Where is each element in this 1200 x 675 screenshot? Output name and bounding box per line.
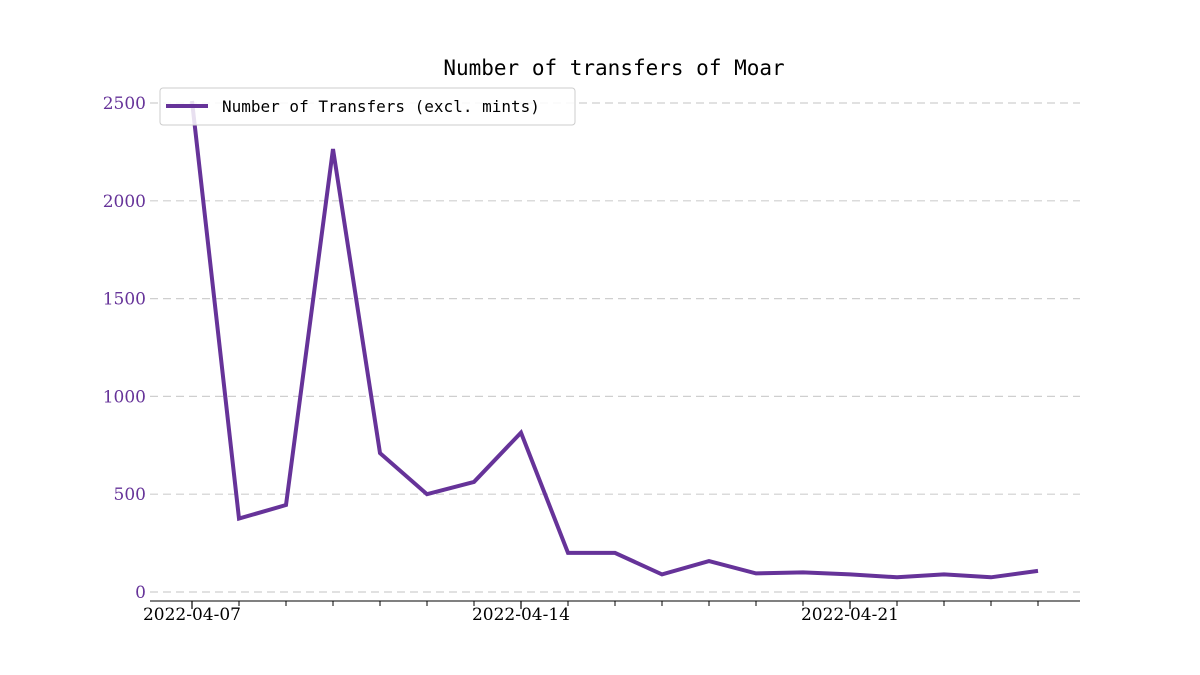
y-tick-label: 1000 — [103, 387, 146, 407]
y-tick-label: 500 — [114, 485, 146, 505]
chart-title: Number of transfers of Moar — [443, 56, 784, 80]
y-tick-label: 1500 — [103, 290, 146, 310]
x-tick-label: 2022-04-21 — [801, 605, 899, 625]
legend-label: Number of Transfers (excl. mints) — [222, 97, 540, 116]
x-axis: 2022-04-07 2022-04-14 2022-04-21 — [143, 601, 1039, 625]
grid-lines — [150, 102, 1080, 593]
series-layer — [190, 100, 1039, 580]
y-tick-label: 2500 — [103, 94, 146, 114]
y-tick-label: 2000 — [103, 192, 146, 212]
x-tick-label: 2022-04-07 — [143, 605, 241, 625]
x-tick-label: 2022-04-14 — [472, 605, 570, 625]
series-line — [190, 100, 1039, 580]
legend-box — [159, 87, 576, 126]
y-axis: 0 500 1000 1500 2000 2500 — [103, 94, 146, 603]
legend: Number of Transfers (excl. mints) — [159, 87, 576, 126]
y-tick-label: 0 — [135, 583, 146, 603]
